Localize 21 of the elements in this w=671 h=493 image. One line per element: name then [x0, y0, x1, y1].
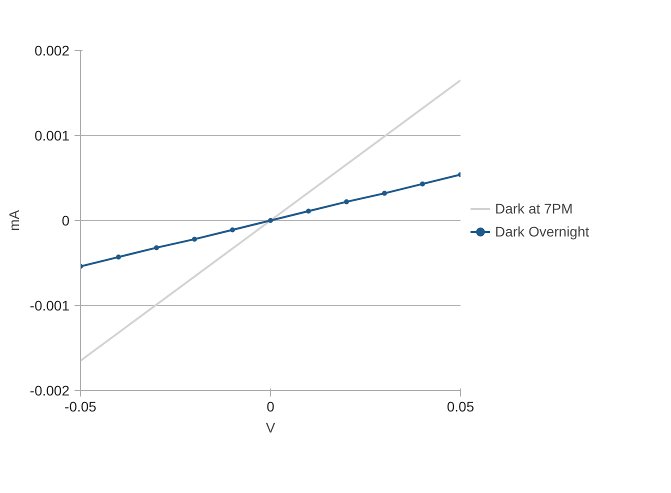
- point: [306, 208, 311, 214]
- legend-label: Dark at 7PM: [495, 200, 573, 216]
- point: [154, 245, 159, 250]
- y-tick-label: -0.002: [30, 382, 70, 398]
- x-tick-label: -0.05: [64, 398, 97, 414]
- point: [230, 227, 235, 232]
- y-tick-label: -0.001: [30, 298, 70, 314]
- y-tick-label: 0.001: [34, 128, 70, 144]
- point: [420, 181, 425, 186]
- point: [192, 236, 197, 242]
- point: [344, 199, 349, 204]
- point: [382, 190, 387, 196]
- point: [268, 218, 273, 223]
- x-axis-title: V: [266, 420, 276, 436]
- y-axis-title: mA: [6, 209, 22, 231]
- legend-label: Dark Overnight: [495, 224, 590, 240]
- point: [116, 254, 121, 260]
- x-tick-label: 0.05: [446, 398, 474, 414]
- y-tick-label: 0: [62, 212, 70, 228]
- x-tick-label: 0: [266, 398, 275, 414]
- y-tick-label: 0.002: [34, 42, 70, 58]
